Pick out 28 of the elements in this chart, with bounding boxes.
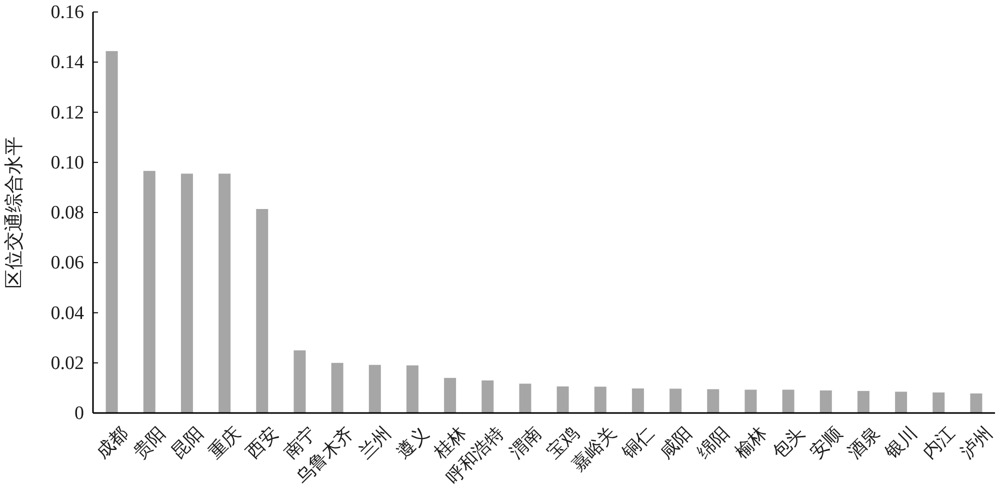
y-tick-label: 0.14 xyxy=(50,52,84,74)
x-tick-label: 榆林 xyxy=(730,422,771,462)
x-tick-label: 酒泉 xyxy=(844,422,884,462)
y-tick-label: 0.16 xyxy=(50,2,84,23)
x-tick-label: 遵义 xyxy=(392,422,432,462)
y-tick-label: 0.10 xyxy=(50,152,84,174)
y-tick-label: 0.12 xyxy=(50,102,84,124)
x-tick-label: 贵阳 xyxy=(130,422,170,462)
x-tick-label: 重庆 xyxy=(204,422,244,462)
x-tick-label: 兰州 xyxy=(355,422,395,462)
x-tick-label: 铜仁 xyxy=(618,422,658,464)
y-tick-label: 0.04 xyxy=(50,302,84,324)
x-tick-label: 西安 xyxy=(242,422,282,462)
y-tick-label: 0.06 xyxy=(50,252,84,274)
y-tick-label: 0.02 xyxy=(50,352,84,374)
x-tick-label: 银川 xyxy=(880,422,921,464)
x-tick-label: 泸州 xyxy=(956,422,996,462)
x-tick-label: 成都 xyxy=(92,422,132,462)
y-tick-label: 0.08 xyxy=(50,202,84,224)
x-tick-label: 内江 xyxy=(918,422,958,462)
x-tick-label: 绵阳 xyxy=(693,422,733,462)
x-tick-label: 昆阳 xyxy=(167,422,207,462)
x-tick-label: 渭南 xyxy=(505,422,546,462)
y-tick-label: 0 xyxy=(74,403,84,424)
x-tick-label: 安顺 xyxy=(806,422,846,462)
x-tick-label: 咸阳 xyxy=(656,422,696,462)
y-axis-title: 区位交通综合水平 xyxy=(3,136,25,288)
x-tick-label: 包头 xyxy=(768,422,808,462)
